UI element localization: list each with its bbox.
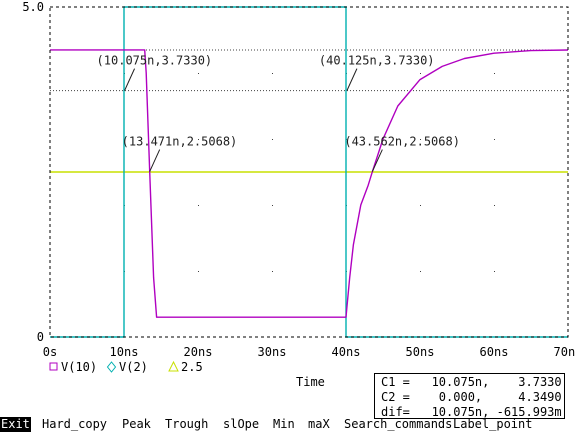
- annotations: (10.075n,3.7330) (40.125n,3.7330) (13.471n…: [97, 54, 460, 172]
- menu-item-trough[interactable]: Trough: [165, 417, 209, 431]
- reference-lines: [50, 49, 568, 92]
- command-menu: Exit Hard_copy Peak Trough slOpe Min maX Search…: [0, 417, 576, 432]
- grid-dot: [198, 73, 199, 74]
- legend-label: V(10): [61, 360, 97, 374]
- grid-dot: [494, 205, 495, 206]
- menu-item-min[interactable]: Min: [273, 417, 295, 431]
- y-tick-label: 0: [37, 330, 44, 344]
- legend-triangle-icon: [168, 360, 179, 372]
- grid-dot: [272, 139, 273, 140]
- plot-frame: [49, 6, 569, 338]
- grid-dot: [198, 205, 199, 206]
- grid-dot: [494, 139, 495, 140]
- cursor-readout: C1 = 10.075n, 3.7330 C2 = 0.000, 4.3490 di…: [374, 373, 565, 419]
- x-tick-label: 20ns: [184, 345, 213, 359]
- grid-dot: [420, 205, 421, 206]
- legend-label: 2.5: [181, 360, 203, 374]
- menu-item-exit[interactable]: Exit: [0, 417, 31, 432]
- grid-dot: [272, 271, 273, 272]
- cursor-dif: dif= 10.075n, -615.993m: [381, 405, 562, 419]
- grid-dot: [420, 139, 421, 140]
- menu-item-hard-copy[interactable]: Hard_copy: [42, 417, 108, 431]
- grid-dot: [198, 139, 199, 140]
- x-tick-label: 70ns: [554, 345, 576, 359]
- annotation-label: (43.562n,2.5068): [344, 135, 460, 149]
- legend-diamond-icon: [106, 361, 117, 373]
- tick-labels: 0s 10ns 20ns 30ns 40ns 50ns 60ns 70ns 0 5.0: [22, 0, 576, 359]
- grid-dot: [420, 73, 421, 74]
- grid-dot: [272, 73, 273, 74]
- x-tick-label: 50ns: [406, 345, 435, 359]
- x-tick-label: 30ns: [258, 345, 287, 359]
- legend-square-icon: [49, 362, 58, 371]
- annotation-label: (13.471n,2.5068): [122, 135, 238, 149]
- menu-item-peak[interactable]: Peak: [122, 417, 151, 431]
- y-tick-label: 5.0: [22, 0, 44, 14]
- menu-item-label-point[interactable]: Label_point: [453, 417, 533, 431]
- annotation-leader: [124, 68, 136, 91]
- grid-dot: [420, 271, 421, 272]
- grid-dot: [494, 73, 495, 74]
- series-line-v10: [50, 49, 569, 318]
- cursor-c1: C1 = 10.075n, 3.7330: [381, 375, 562, 389]
- annotation-leader: [149, 149, 161, 172]
- menu-item-max[interactable]: maX: [308, 417, 330, 431]
- annotation-label: (10.075n,3.7330): [97, 54, 213, 68]
- annotation-leader: [371, 149, 383, 172]
- menu-item-search-commands[interactable]: Search_commands: [344, 417, 453, 431]
- grid-dot: [272, 205, 273, 206]
- x-tick-label: 0s: [43, 345, 57, 359]
- grid-dot: [494, 271, 495, 272]
- legend: V(10) V(2) 2.5: [49, 360, 203, 374]
- cursor-c2: C2 = 0.000, 4.3490: [381, 390, 562, 404]
- x-tick-label: 60ns: [480, 345, 509, 359]
- grid-dot: [198, 271, 199, 272]
- annotation-leader: [346, 68, 358, 91]
- x-tick-label: 40ns: [332, 345, 361, 359]
- menu-item-slope[interactable]: slOpe: [223, 417, 260, 431]
- x-axis-label: Time: [296, 375, 325, 389]
- annotation-label: (40.125n,3.7330): [319, 54, 435, 68]
- legend-label: V(2): [119, 360, 148, 374]
- x-tick-label: 10ns: [110, 345, 139, 359]
